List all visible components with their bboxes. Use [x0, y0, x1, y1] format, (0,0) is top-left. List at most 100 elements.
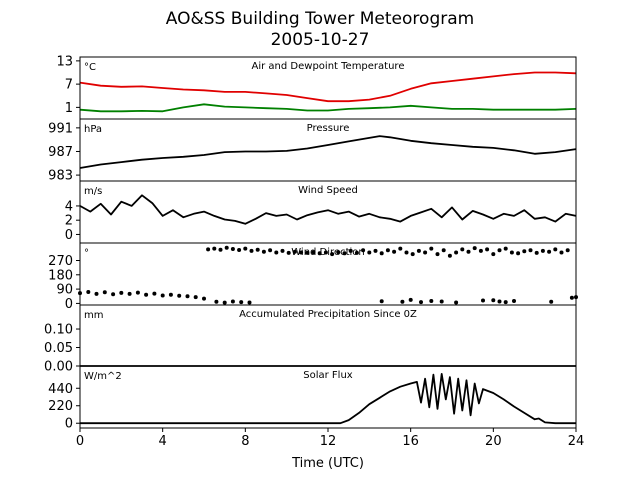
wind-direction-point-15 — [202, 296, 206, 301]
x-tick-label-1: 4 — [159, 434, 167, 449]
wind-speed-title: Wind Speed — [298, 185, 358, 196]
wind-direction-point-11 — [168, 292, 173, 297]
x-tick-label-4: 16 — [402, 434, 419, 449]
wind-direction-point-45 — [385, 248, 390, 253]
wind-direction-point-69 — [534, 250, 539, 255]
wind-direction-point-30 — [292, 249, 297, 254]
wind-speed-ytick-label-2: 4 — [65, 199, 73, 214]
panel-wind-speed: 024 m/s Wind Speed — [65, 180, 577, 244]
wind-direction-point-74 — [565, 248, 570, 253]
wind-direction-point-2 — [94, 291, 99, 296]
wind-direction-point-9 — [152, 291, 157, 296]
wind-direction-ytick-label-2: 180 — [48, 268, 73, 283]
wind-direction-point-55 — [447, 253, 452, 258]
precipitation-ytick-label-1: 0.05 — [44, 341, 73, 356]
temperature-title: Air and Dewpoint Temperature — [252, 61, 405, 72]
x-tick-label-6: 24 — [568, 434, 585, 449]
wind-direction-point-87 — [481, 298, 485, 303]
pressure-ytick-label-1: 987 — [48, 145, 73, 160]
wind-direction-point-92 — [549, 299, 554, 304]
pressure-ytick-label-0: 983 — [48, 169, 73, 184]
wind-direction-point-28 — [280, 248, 285, 253]
wind-direction-point-77 — [230, 299, 235, 304]
wind-direction-point-44 — [379, 251, 384, 256]
wind-direction-point-6 — [127, 291, 132, 296]
temperature-series-line-0 — [79, 71, 577, 103]
panel-temperature: 1 7 13 °C Air and Dewpoint Temperature — [56, 54, 577, 120]
wind-direction-point-21 — [237, 248, 242, 252]
x-tick-label-0: 0 — [76, 434, 84, 449]
wind-direction-point-27 — [274, 250, 279, 255]
wind-speed-series-line-0 — [79, 194, 577, 225]
wind-direction-point-3 — [102, 290, 107, 295]
wind-direction-point-19 — [224, 245, 229, 250]
wind-direction-point-12 — [177, 293, 182, 298]
wind-direction-point-58 — [466, 249, 471, 254]
wind-direction-point-56 — [454, 250, 459, 255]
x-tick-label-5: 20 — [485, 434, 502, 449]
wind-direction-point-47 — [398, 246, 403, 251]
wind-direction-point-71 — [547, 249, 552, 254]
temperature-ytick-label-0: 1 — [65, 101, 73, 116]
wind-direction-point-86 — [454, 300, 459, 305]
wind-direction-point-18 — [218, 247, 223, 252]
wind-direction-point-14 — [193, 295, 198, 300]
wind-direction-point-70 — [540, 248, 545, 253]
solar-flux-series-line-0 — [80, 372, 576, 425]
wind-direction-point-26 — [268, 248, 273, 253]
wind-direction-point-32 — [305, 250, 310, 255]
wind-direction-point-53 — [435, 252, 440, 257]
wind-direction-point-43 — [373, 248, 378, 253]
pressure-unit-label: hPa — [84, 124, 102, 135]
wind-direction-point-42 — [367, 250, 372, 255]
wind-direction-point-78 — [239, 300, 244, 305]
wind-direction-point-41 — [361, 248, 366, 253]
precipitation-ytick-label-0: 0.00 — [44, 360, 73, 375]
wind-direction-point-64 — [503, 246, 508, 251]
x-axis-label: Time (UTC) — [291, 456, 364, 471]
wind-direction-point-65 — [509, 250, 514, 255]
wind-direction-point-49 — [410, 252, 415, 257]
wind-direction-point-73 — [559, 250, 564, 255]
temperature-ytick-label-2: 13 — [56, 54, 73, 69]
wind-direction-point-88 — [491, 298, 496, 303]
wind-direction-point-62 — [491, 252, 496, 257]
temperature-ytick-label-1: 7 — [65, 78, 73, 93]
wind-direction-point-23 — [249, 248, 254, 253]
solar-flux-ytick-label-1: 220 — [48, 399, 73, 414]
wind-direction-point-90 — [503, 300, 508, 305]
pressure-title: Pressure — [307, 123, 350, 134]
wind-direction-point-10 — [160, 293, 165, 298]
pressure-ytick-label-2: 991 — [48, 121, 73, 136]
wind-direction-point-13 — [185, 294, 190, 299]
wind-direction-point-7 — [135, 290, 140, 295]
wind-direction-point-1 — [86, 290, 91, 294]
x-tick-label-3: 12 — [320, 434, 337, 449]
x-axis: 0 4 8 12 16 20 24 — [76, 428, 584, 449]
wind-speed-ytick-label-0: 0 — [65, 228, 73, 243]
wind-direction-point-24 — [255, 247, 260, 252]
wind-direction-point-25 — [261, 249, 266, 254]
wind-direction-point-50 — [416, 248, 421, 253]
precipitation-unit-label: mm — [84, 310, 103, 321]
solar-flux-unit-label: W/m^2 — [84, 371, 122, 382]
panel-pressure: 983 987 991 hPa Pressure — [48, 118, 577, 184]
wind-direction-point-39 — [348, 248, 353, 253]
wind-direction-point-35 — [323, 250, 328, 255]
wind-direction-point-80 — [379, 299, 384, 304]
wind-direction-point-72 — [553, 247, 558, 252]
wind-direction-point-34 — [317, 251, 322, 256]
wind-direction-point-59 — [472, 246, 477, 251]
wind-direction-point-67 — [522, 249, 527, 254]
solar-flux-ytick-label-0: 0 — [65, 417, 73, 432]
solar-flux-title: Solar Flux — [303, 370, 353, 381]
wind-direction-point-84 — [429, 299, 434, 303]
wind-direction-point-76 — [222, 300, 227, 305]
solar-flux-ytick-label-2: 440 — [48, 382, 73, 397]
wind-direction-point-40 — [354, 250, 359, 255]
figure-title-line1: AO&SS Building Tower Meteorogram — [166, 9, 474, 29]
wind-direction-point-52 — [429, 246, 434, 251]
wind-direction-point-29 — [286, 250, 291, 255]
wind-direction-point-89 — [497, 299, 502, 304]
